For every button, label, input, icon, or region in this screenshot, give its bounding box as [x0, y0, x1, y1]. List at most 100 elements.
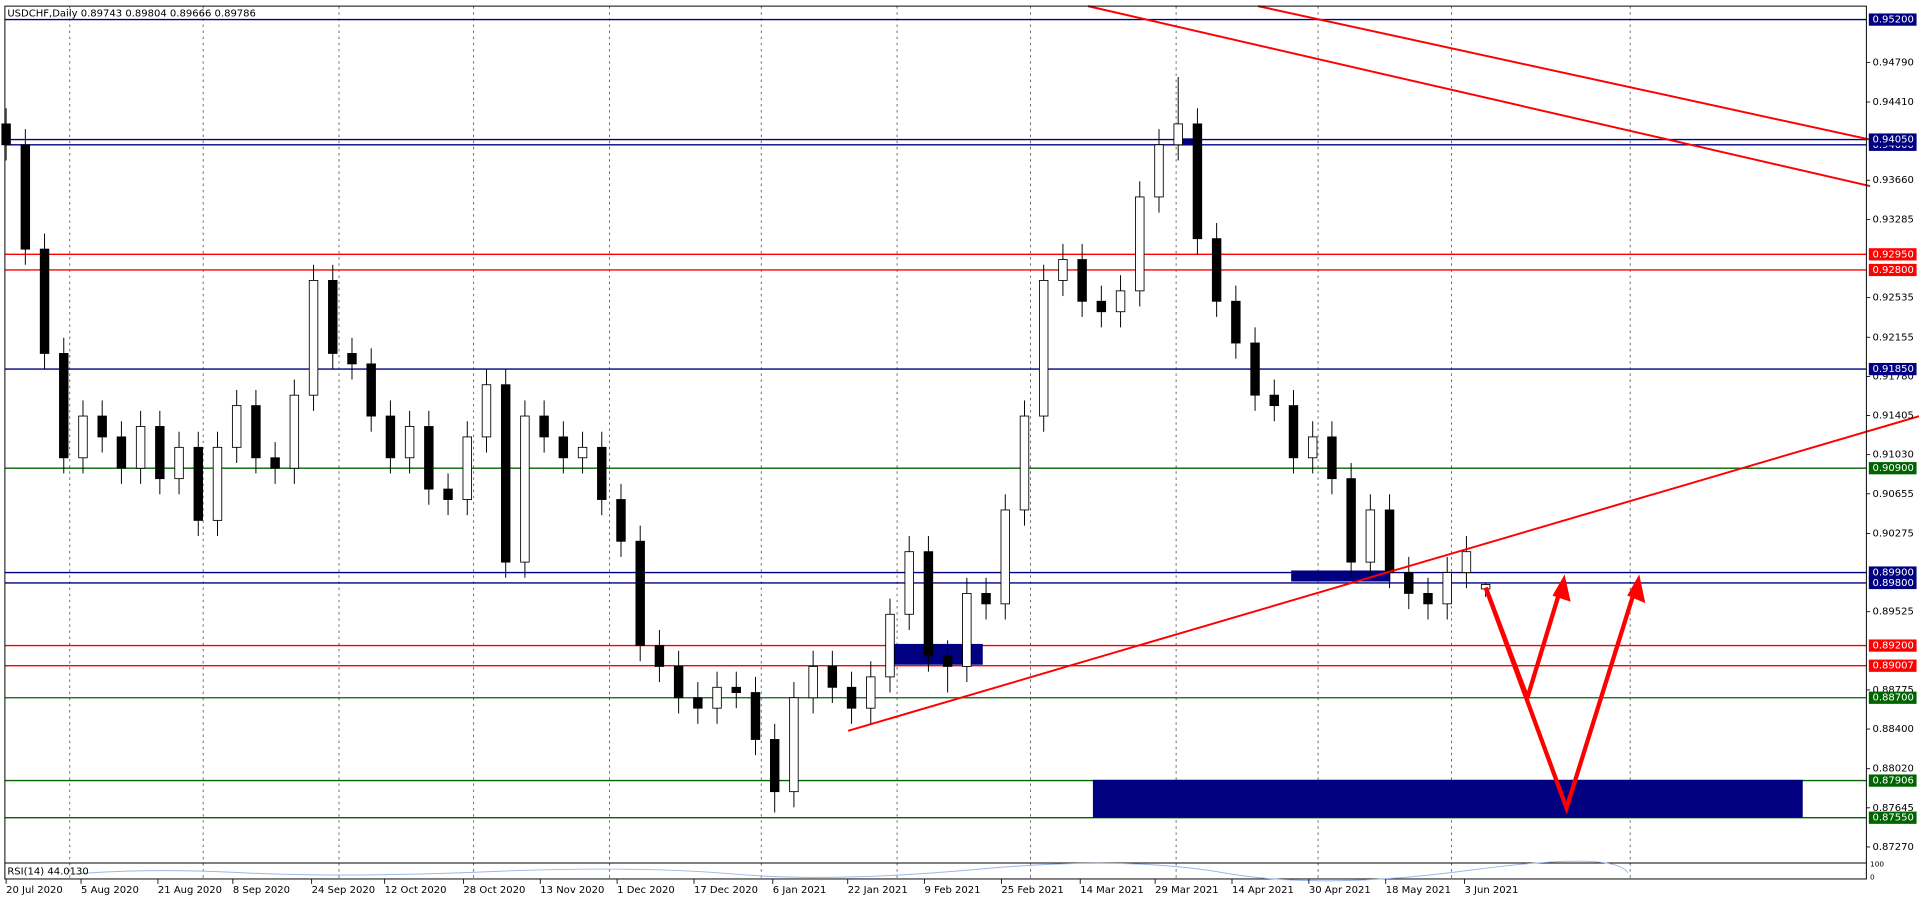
- candle-body: [116, 436, 127, 469]
- y-tick-label: 0.88020: [1872, 764, 1913, 775]
- x-tick-label: 21 Aug 2020: [158, 885, 222, 896]
- candle-body: [500, 384, 511, 563]
- candle-body: [1077, 259, 1087, 302]
- candle-body: [424, 426, 434, 490]
- candle-body: [942, 655, 953, 667]
- candle-body: [866, 676, 876, 709]
- candle-body: [923, 551, 934, 657]
- level-label-box: [1868, 263, 1917, 277]
- level-label: 0.89007: [1872, 661, 1913, 672]
- y-tick-label: 0.91405: [1872, 411, 1913, 422]
- candle-body: [404, 426, 415, 459]
- level-label: 0.89800: [1872, 578, 1913, 589]
- y-tick-label: 0.91030: [1872, 450, 1913, 461]
- candle-body: [443, 488, 453, 500]
- level-label: 0.91850: [1872, 364, 1913, 375]
- candle-body: [366, 363, 376, 417]
- candle-body: [731, 686, 741, 693]
- candle-body: [462, 436, 472, 500]
- x-tick-label: 14 Apr 2021: [1232, 885, 1294, 896]
- axes: 0.94790 0.94410 0.93660 0.93285 0.92535 0.921…: [5, 13, 1917, 896]
- x-tick-label: 17 Dec 2020: [694, 885, 758, 896]
- level-label: 0.89200: [1872, 641, 1913, 652]
- chart-title: USDCHF,Daily 0.89743 0.89804 0.89666 0.8…: [7, 8, 256, 19]
- level-label-box: [1868, 566, 1917, 579]
- rsi-tick-label: 0: [1870, 873, 1875, 882]
- candle-body: [1250, 342, 1260, 396]
- candle-body: [1269, 394, 1279, 407]
- zones: [889, 138, 1803, 818]
- candle-body: [1135, 196, 1145, 292]
- candle-body: [654, 645, 665, 667]
- y-tick-label: 0.87645: [1872, 803, 1913, 814]
- candle-body: [1461, 551, 1472, 573]
- x-tick-label: 5 Aug 2020: [81, 885, 139, 896]
- candle-body: [231, 405, 242, 448]
- candle-body: [1346, 478, 1356, 563]
- x-tick-label: 12 Oct 2020: [385, 885, 447, 896]
- candle-body: [347, 353, 357, 365]
- candles: [1, 76, 1491, 813]
- candle-body: [78, 415, 88, 459]
- level-label-box: [1868, 774, 1917, 787]
- candle-body: [1154, 144, 1164, 198]
- level-label-box: [1868, 13, 1917, 26]
- candle-body: [712, 686, 722, 709]
- level-label-box: [1868, 462, 1917, 475]
- level-label: 0.88700: [1872, 693, 1913, 704]
- x-tick-label: 28 Oct 2020: [463, 885, 525, 896]
- rsi-tick-label: 100: [1870, 859, 1884, 868]
- candle-body: [155, 426, 165, 480]
- vertical-grid: [69, 6, 1631, 879]
- candle-body: [885, 613, 895, 678]
- candle-body: [135, 426, 146, 469]
- candle-body: [1115, 290, 1126, 313]
- x-tick-label: 29 Mar 2021: [1155, 885, 1218, 896]
- candle-body: [1096, 300, 1107, 313]
- level-label: 0.92950: [1872, 249, 1913, 260]
- level-label-box: [1868, 811, 1917, 824]
- x-tick-label: 22 Jan 2021: [848, 885, 908, 896]
- candle-body: [616, 499, 626, 542]
- rsi-line: [73, 860, 1629, 882]
- candle-body: [1000, 509, 1010, 605]
- y-tick-label: 0.90275: [1872, 528, 1913, 539]
- candle-body: [39, 248, 50, 354]
- candle-body: [1307, 436, 1318, 459]
- candle-body: [212, 446, 223, 521]
- x-tick-label: 25 Feb 2021: [1001, 885, 1063, 896]
- candle-body: [846, 686, 857, 709]
- candle-body: [251, 405, 261, 459]
- candle-body: [1, 123, 11, 146]
- candle-body: [59, 353, 69, 459]
- candle-body: [1442, 572, 1452, 605]
- x-tick-label: 20 Jul 2020: [6, 885, 63, 896]
- candle-body: [577, 446, 588, 459]
- candle-body: [673, 666, 684, 699]
- x-tick-label: 3 Jun 2021: [1464, 885, 1518, 896]
- candle-body: [20, 144, 31, 250]
- y-tick-label: 0.88775: [1872, 685, 1913, 696]
- candle-body: [1231, 300, 1241, 344]
- plot-frame: [4, 5, 1867, 880]
- x-tick-label: 6 Jan 2021: [773, 885, 827, 896]
- y-tick-label: 0.90655: [1872, 489, 1913, 500]
- candle-body: [827, 666, 838, 688]
- y-tick-label: 0.88400: [1872, 724, 1913, 735]
- candle-body: [1192, 123, 1203, 240]
- level-label-box: [1868, 659, 1917, 672]
- y-tick-label: 0.94410: [1872, 97, 1913, 108]
- annotations: [847, 5, 1919, 815]
- level-label: 0.95200: [1872, 15, 1913, 26]
- candle-body: [1327, 436, 1337, 480]
- level-label: 0.92800: [1872, 265, 1913, 276]
- candle-body: [308, 279, 319, 396]
- level-label-box: [1868, 362, 1917, 376]
- candle-body: [597, 446, 607, 500]
- y-tick-label: 0.93660: [1872, 175, 1913, 186]
- y-tick-label: 0.91780: [1872, 371, 1913, 382]
- candle-body: [981, 592, 991, 605]
- candle-body: [193, 446, 203, 521]
- candle-body: [789, 697, 799, 793]
